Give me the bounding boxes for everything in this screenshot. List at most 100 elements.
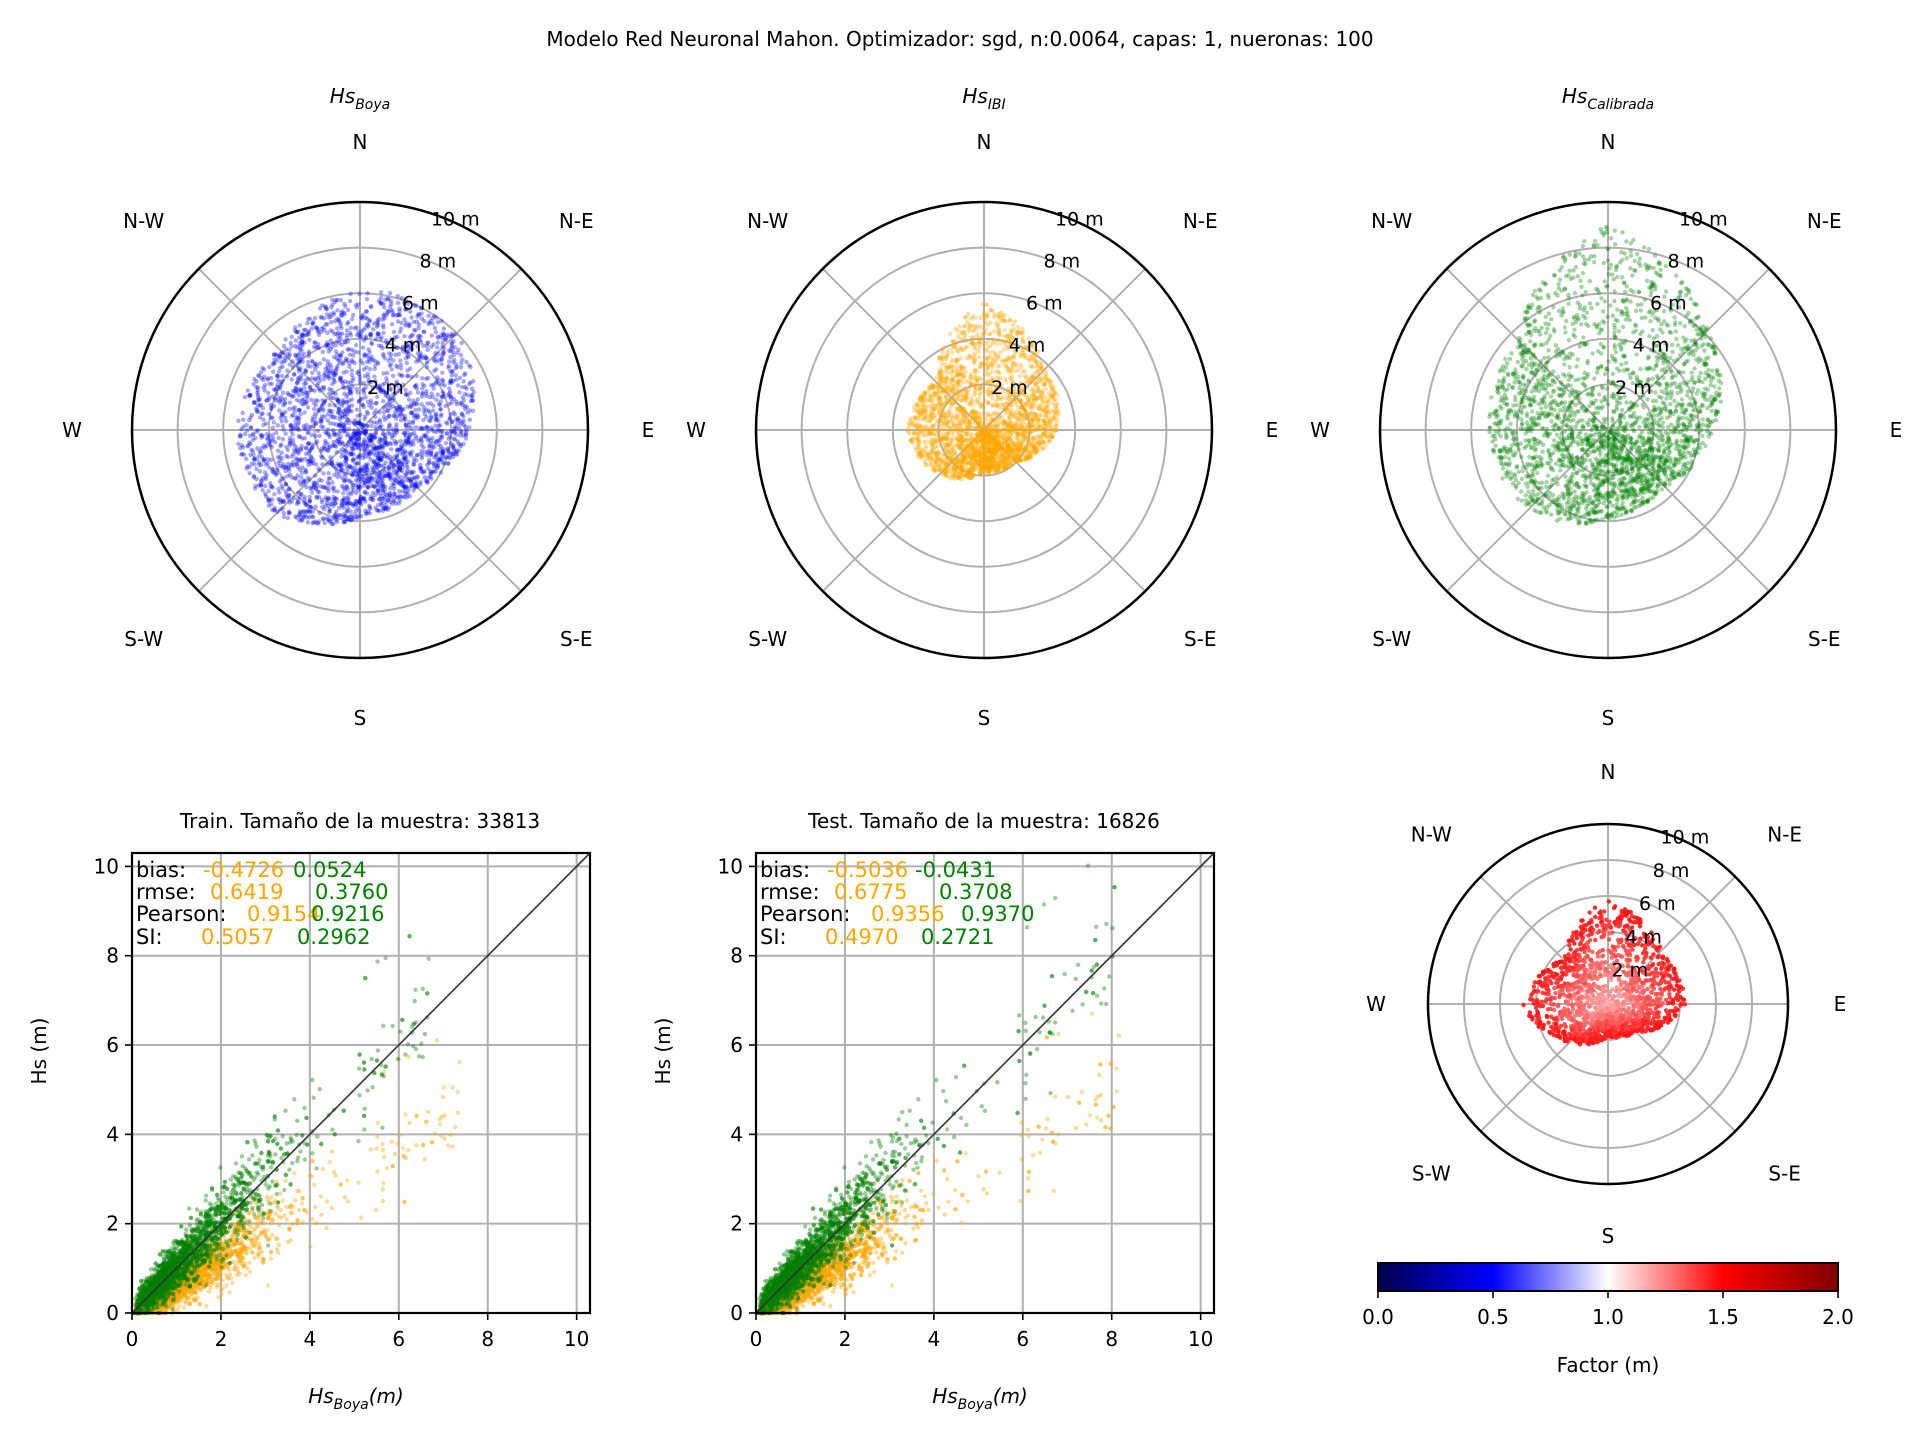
- data-point: [248, 393, 252, 397]
- data-point: [310, 521, 314, 525]
- data-point: [444, 420, 448, 424]
- data-point: [260, 411, 264, 415]
- data-point: [1019, 363, 1023, 367]
- data-point: [236, 419, 240, 423]
- data-point: [340, 413, 344, 417]
- data-point: [395, 406, 399, 410]
- data-point: [332, 485, 336, 489]
- data-point: [440, 371, 444, 375]
- data-point: [278, 380, 282, 384]
- data-point: [261, 406, 265, 410]
- data-point: [395, 413, 399, 417]
- data-point: [950, 419, 954, 423]
- data-point: [330, 382, 334, 386]
- data-point: [280, 350, 284, 354]
- data-point: [343, 304, 347, 308]
- data-point: [350, 378, 354, 382]
- data-point: [333, 319, 337, 323]
- data-point: [338, 429, 342, 433]
- data-point: [437, 423, 441, 427]
- data-point: [318, 407, 322, 411]
- data-point: [392, 330, 396, 334]
- data-point: [459, 365, 463, 369]
- data-point: [251, 382, 255, 386]
- data-point: [323, 370, 327, 374]
- data-point: [355, 461, 359, 465]
- data-point: [264, 477, 268, 481]
- data-point: [424, 394, 428, 398]
- data-point: [345, 466, 349, 470]
- data-point: [397, 313, 401, 317]
- data-point: [401, 481, 405, 485]
- data-point: [388, 432, 392, 436]
- data-point: [997, 371, 1001, 375]
- data-point: [425, 479, 429, 483]
- data-point: [979, 450, 983, 454]
- data-point: [270, 467, 274, 471]
- data-point: [299, 510, 303, 514]
- data-point: [434, 440, 438, 444]
- data-point: [433, 326, 437, 330]
- data-point: [420, 391, 424, 395]
- data-point: [928, 413, 932, 417]
- data-point: [277, 408, 281, 412]
- data-point: [273, 506, 277, 510]
- data-point: [350, 373, 354, 377]
- data-point: [364, 428, 368, 432]
- data-point: [408, 452, 412, 456]
- data-point: [299, 492, 303, 496]
- data-point: [245, 428, 249, 432]
- data-point: [444, 441, 448, 445]
- data-point: [464, 436, 468, 440]
- data-point: [309, 398, 313, 402]
- data-point: [245, 466, 249, 470]
- data-point: [460, 358, 464, 362]
- data-point: [324, 498, 328, 502]
- data-point: [971, 474, 975, 478]
- data-point: [952, 424, 956, 428]
- data-point: [335, 364, 339, 368]
- data-point: [318, 419, 322, 423]
- data-point: [460, 412, 464, 416]
- data-point: [964, 445, 968, 449]
- data-point: [353, 443, 357, 447]
- data-point: [426, 348, 430, 352]
- data-point: [367, 403, 371, 407]
- data-point: [1050, 428, 1054, 432]
- data-point: [457, 442, 461, 446]
- data-point: [325, 322, 329, 326]
- data-point: [1025, 455, 1029, 459]
- data-point: [349, 450, 353, 454]
- data-point: [383, 507, 387, 511]
- data-point: [1041, 401, 1045, 405]
- data-point: [381, 474, 385, 478]
- data-point: [369, 305, 373, 309]
- data-point: [388, 406, 392, 410]
- data-point: [310, 433, 314, 437]
- data-point: [377, 317, 381, 321]
- data-point: [982, 311, 986, 315]
- data-point: [281, 437, 285, 441]
- data-point: [403, 388, 407, 392]
- data-point: [424, 425, 428, 429]
- data-point: [442, 392, 446, 396]
- data-point: [420, 402, 424, 406]
- data-point: [327, 471, 331, 475]
- data-point: [470, 393, 474, 397]
- data-point: [458, 433, 462, 437]
- data-point: [357, 513, 361, 517]
- data-point: [328, 509, 332, 513]
- data-point: [1010, 322, 1014, 326]
- data-point: [297, 479, 301, 483]
- data-point: [313, 316, 317, 320]
- data-point: [395, 428, 399, 432]
- data-point: [365, 410, 369, 414]
- data-point: [359, 502, 363, 506]
- data-point: [956, 393, 960, 397]
- data-point: [1034, 436, 1038, 440]
- data-point: [988, 320, 992, 324]
- data-point: [389, 308, 393, 312]
- data-point: [322, 377, 326, 381]
- data-point: [306, 431, 310, 435]
- data-point: [921, 400, 925, 404]
